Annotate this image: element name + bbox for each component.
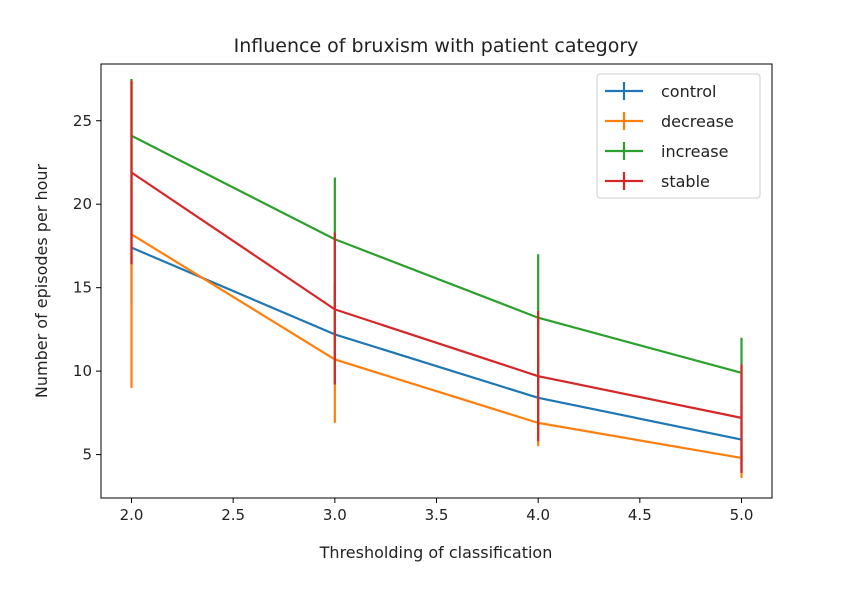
plot-area	[130, 79, 743, 478]
legend-item-decrease: decrease	[605, 112, 734, 131]
y-axis: 5 10 15 20 25	[73, 112, 101, 464]
x-axis: 2.0 2.5 3.0 3.5 4.0 4.5 5.0	[120, 498, 754, 524]
series-line-decrease	[130, 233, 742, 460]
legend-label: decrease	[661, 112, 734, 131]
legend: control decrease increase stable	[596, 73, 761, 199]
y-tick-label: 10	[73, 362, 92, 380]
legend-label: increase	[661, 142, 728, 161]
x-axis-label: Thresholding of classification	[319, 543, 553, 562]
series-line-control	[131, 246, 742, 441]
legend-item-stable: stable	[605, 172, 710, 191]
chart-title: Influence of bruxism with patient catego…	[234, 35, 639, 57]
series-stable	[130, 80, 743, 473]
x-tick-label: 3.0	[323, 506, 347, 524]
y-tick-label: 5	[82, 446, 92, 464]
x-tick-label: 5.0	[730, 506, 754, 524]
y-axis-label: Number of episodes per hour	[32, 163, 51, 398]
series-line-stable	[130, 171, 742, 419]
legend-item-control: control	[605, 82, 716, 101]
x-tick-label: 2.5	[221, 506, 245, 524]
x-tick-label: 4.0	[526, 506, 550, 524]
series-line-increase	[131, 134, 742, 374]
legend-label: stable	[661, 172, 710, 191]
x-tick-label: 4.5	[628, 506, 652, 524]
x-tick-label: 2.0	[120, 506, 144, 524]
y-tick-label: 25	[73, 112, 92, 130]
legend-label: control	[661, 82, 716, 101]
legend-item-increase: increase	[605, 142, 728, 161]
legend-frame	[596, 73, 761, 199]
y-tick-label: 20	[73, 195, 92, 213]
x-tick-label: 3.5	[425, 506, 449, 524]
y-tick-label: 15	[73, 279, 92, 297]
